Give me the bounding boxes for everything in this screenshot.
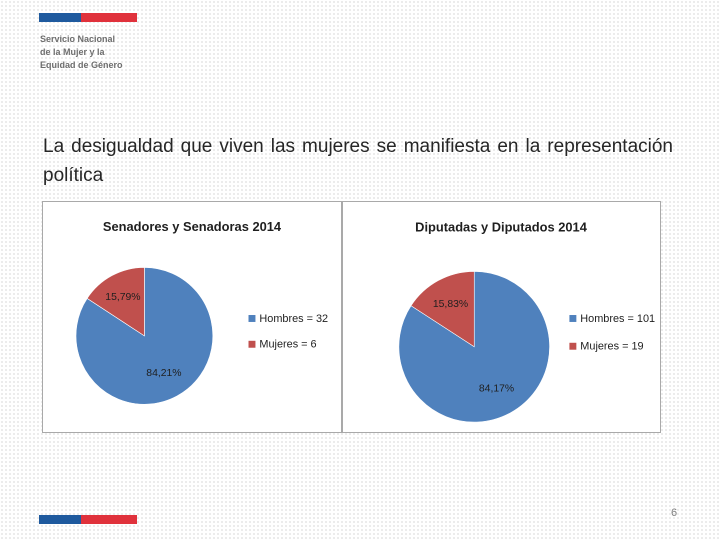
deputies-chart-panel: Diputadas y Diputados 2014 84,17% 15,83% Ho… bbox=[342, 201, 661, 433]
pie-label-hombres: 84,21% bbox=[146, 368, 181, 379]
org-name: Servicio Nacional de la Mujer y la Equid… bbox=[40, 33, 180, 72]
senators-pie-chart: Senadores y Senadoras 2014 84,21% 15,79% Ho… bbox=[75, 219, 328, 405]
legend-swatch-mujeres bbox=[248, 340, 256, 348]
org-name-line-2: de la Mujer y la bbox=[40, 47, 105, 57]
chart-title: Diputadas y Diputados 2014 bbox=[415, 220, 588, 235]
bottom-flag-bar bbox=[39, 515, 137, 524]
senators-chart-panel: Senadores y Senadoras 2014 84,21% 15,79% Ho… bbox=[42, 201, 342, 433]
chart-title: Senadores y Senadoras 2014 bbox=[103, 219, 282, 234]
legend-label-mujeres: Mujeres = 19 bbox=[580, 341, 643, 353]
slide-headline: La desigualdad que viven las mujeres se … bbox=[43, 136, 673, 186]
org-name-line-3: Equidad de Género bbox=[40, 60, 123, 70]
legend-swatch-hombres bbox=[569, 315, 577, 322]
slide-number: 6 bbox=[670, 507, 678, 519]
flag-blue-segment bbox=[39, 13, 81, 22]
pie-slice-mujeres bbox=[410, 271, 475, 348]
legend-swatch-mujeres bbox=[569, 342, 577, 350]
flag-red-segment bbox=[81, 515, 137, 524]
deputies-pie-chart: Diputadas y Diputados 2014 84,17% 15,83% Ho… bbox=[398, 220, 655, 423]
legend-swatch-hombres bbox=[248, 315, 256, 322]
top-flag-bar bbox=[39, 13, 137, 22]
pie-label-hombres: 84,17% bbox=[479, 384, 514, 395]
pie-label-mujeres: 15,79% bbox=[105, 292, 140, 303]
flag-red-segment bbox=[81, 13, 137, 22]
flag-blue-segment bbox=[39, 515, 81, 524]
legend-label-hombres: Hombres = 101 bbox=[580, 313, 655, 325]
org-name-line-1: Servicio Nacional bbox=[40, 34, 116, 44]
pie-slice-mujeres bbox=[86, 267, 145, 337]
legend-label-hombres: Hombres = 32 bbox=[259, 313, 328, 325]
legend-label-mujeres: Mujeres = 6 bbox=[259, 339, 316, 351]
pie-label-mujeres: 15,83% bbox=[433, 299, 468, 310]
pie-slice-hombres bbox=[75, 267, 214, 405]
